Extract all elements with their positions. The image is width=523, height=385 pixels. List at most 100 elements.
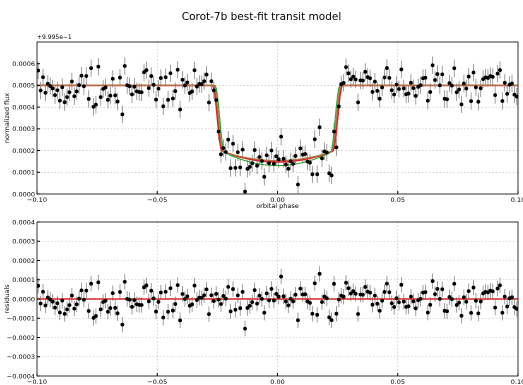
bottom-data-point — [37, 283, 41, 288]
bottom-data-point — [62, 311, 67, 316]
bottom-data-point — [38, 301, 43, 306]
bottom-data-point — [50, 299, 55, 304]
bottom-ytick-label: 0.0004 — [12, 218, 35, 226]
top-data-point — [84, 74, 89, 78]
top-data-point — [344, 65, 348, 70]
bottom-data-point — [281, 294, 286, 299]
bottom-data-point — [445, 309, 449, 314]
bottom-data-point — [185, 294, 190, 299]
top-data-point — [243, 189, 247, 194]
bottom-ylabel: residuals — [3, 284, 11, 314]
top-ytick-label: 0.0002 — [12, 147, 35, 155]
top-data-point — [274, 154, 279, 159]
bottom-data-point — [120, 322, 125, 327]
bottom-data-point — [55, 301, 60, 306]
bottom-data-point — [103, 298, 108, 303]
top-data-point — [315, 172, 320, 177]
top-data-point — [247, 165, 252, 169]
top-data-point — [62, 100, 67, 105]
top-data-point — [356, 100, 360, 105]
bottom-data-point — [327, 315, 332, 320]
top-data-point — [38, 88, 43, 93]
bottom-data-point — [115, 311, 120, 316]
bottom-data-point — [127, 297, 132, 302]
bottom-data-point — [320, 300, 324, 304]
bottom-data-point — [41, 289, 45, 294]
bottom-data-point — [317, 271, 322, 276]
bottom-data-point — [274, 292, 279, 296]
bottom-data-point — [363, 285, 368, 289]
bottom-data-point — [437, 297, 442, 301]
top-data-point — [214, 98, 219, 102]
bottom-data-point — [296, 318, 300, 323]
top-data-point — [334, 145, 339, 150]
bottom-data-point — [505, 304, 510, 309]
bottom-data-point — [108, 306, 113, 311]
top-data-point — [303, 152, 308, 156]
bottom-ytick-label: −0.0003 — [7, 353, 35, 361]
chart-title: Corot-7b best-fit transit model — [181, 11, 342, 23]
top-data-point — [360, 78, 365, 83]
bottom-data-point — [401, 299, 406, 304]
top-data-point — [464, 86, 469, 91]
bottom-data-point — [510, 295, 514, 300]
top-data-point — [495, 71, 500, 76]
top-data-point — [156, 86, 161, 91]
bottom-data-point — [267, 298, 271, 303]
bottom-data-point — [279, 274, 284, 279]
bottom-data-point — [356, 312, 360, 316]
top-ylabel: normalized flux — [3, 93, 11, 143]
bottom-data-point — [464, 299, 469, 304]
top-data-point — [55, 88, 60, 93]
bottom-data-point — [173, 302, 178, 306]
bottom-data-point — [175, 283, 180, 288]
top-data-point — [130, 92, 134, 97]
bottom-ytick-label: 0.0000 — [12, 295, 35, 303]
bottom-data-point — [387, 290, 392, 295]
bottom-data-point — [264, 291, 269, 296]
top-data-point — [264, 153, 269, 158]
top-data-point — [389, 88, 394, 93]
top-data-point — [385, 66, 389, 70]
bottom-data-point — [154, 309, 158, 314]
top-data-point — [154, 97, 158, 102]
top-data-point — [199, 82, 204, 87]
bottom-data-point — [502, 294, 507, 299]
top-data-point — [166, 97, 170, 102]
top-data-point — [288, 159, 293, 164]
top-data-point — [433, 78, 437, 82]
bottom-xtick-label: 0.10 — [511, 378, 523, 385]
bottom-data-point — [370, 302, 375, 307]
top-data-point — [190, 89, 195, 94]
top-data-point — [332, 129, 336, 134]
bottom-data-point — [476, 311, 481, 316]
bottom-data-point — [199, 296, 204, 300]
bottom-data-point — [216, 297, 221, 302]
top-data-point — [72, 94, 77, 99]
bottom-data-point — [433, 292, 437, 297]
bottom-data-point — [247, 303, 252, 308]
top-data-point — [474, 85, 478, 90]
top-data-point — [308, 160, 312, 165]
top-data-point — [279, 134, 284, 139]
top-xtick-label: 0.00 — [270, 196, 284, 204]
bottom-data-point — [353, 291, 358, 296]
bottom-data-point — [498, 283, 502, 288]
top-data-point — [452, 66, 457, 71]
top-data-point — [296, 182, 300, 187]
top-xtick-label: −0.10 — [27, 196, 47, 204]
bottom-data-point — [257, 293, 262, 298]
top-data-point — [86, 97, 91, 101]
bottom-axes: −0.10 −0.05 0.00 0.05 0.10 −0.0004 −0.0003 −0.0… — [3, 218, 523, 385]
bottom-data-point — [308, 300, 312, 305]
top-data-point — [219, 152, 223, 157]
bottom-data-point — [397, 300, 401, 305]
top-ytick-label: 0.0003 — [12, 125, 35, 133]
top-data-point — [45, 81, 50, 86]
top-data-point — [445, 97, 449, 102]
bottom-xtick-label: −0.05 — [147, 378, 167, 385]
bottom-xtick-label: 0.00 — [270, 378, 284, 385]
bottom-data-point — [156, 299, 161, 304]
